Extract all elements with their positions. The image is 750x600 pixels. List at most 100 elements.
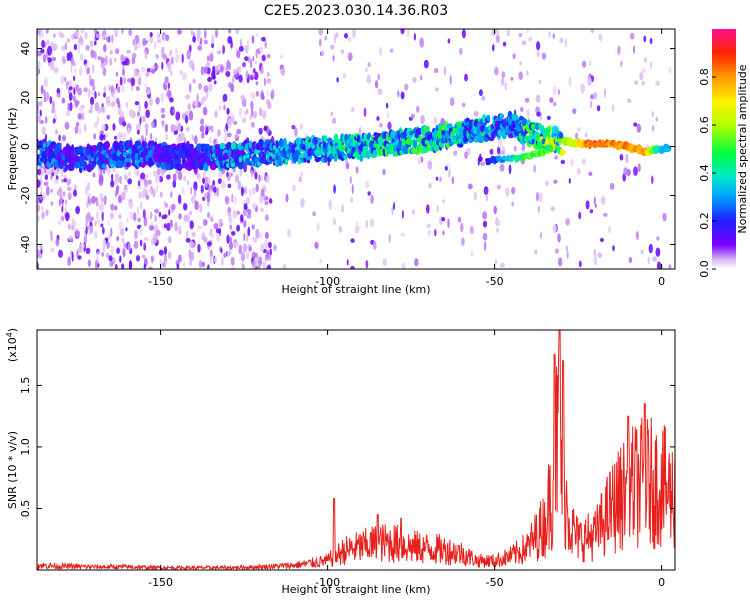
noise-blob (330, 111, 333, 117)
ridge-blob (556, 131, 560, 140)
ridge-blob (261, 151, 266, 157)
noise-blob (235, 29, 240, 35)
noise-blob (590, 100, 593, 109)
noise-blob (504, 82, 507, 91)
noise-blob (267, 241, 272, 249)
noise-blob (137, 217, 142, 223)
noise-blob (364, 67, 368, 73)
noise-blob (141, 254, 146, 259)
noise-blob (470, 251, 473, 257)
noise-blob (143, 242, 147, 251)
noise-blob (67, 102, 71, 112)
noise-blob (136, 129, 140, 135)
noise-blob (72, 75, 76, 82)
noise-blob (287, 228, 292, 238)
noise-blob (633, 166, 638, 176)
noise-blob (50, 188, 53, 193)
ridge-blob (104, 141, 110, 150)
noise-blob (166, 222, 171, 231)
noise-blob (71, 217, 74, 227)
noise-blob (109, 57, 113, 67)
noise-blob (106, 114, 111, 120)
noise-blob (166, 89, 172, 98)
noise-blob (634, 80, 639, 85)
noise-blob (255, 90, 259, 97)
noise-blob (246, 252, 250, 260)
noise-blob (252, 236, 258, 243)
noise-blob (209, 188, 212, 198)
noise-blob (240, 214, 244, 222)
noise-blob (435, 87, 439, 92)
noise-blob (67, 256, 71, 266)
noise-blob (207, 55, 210, 62)
noise-blob (453, 150, 458, 157)
noise-blob (201, 97, 204, 106)
noise-blob (350, 107, 355, 113)
noise-blob (247, 209, 252, 215)
noise-blob (39, 109, 42, 117)
noise-blob (41, 29, 44, 38)
noise-blob (527, 36, 533, 42)
ridge-blob (240, 149, 245, 157)
noise-blob (318, 29, 323, 36)
noise-blob (151, 69, 156, 74)
noise-blob (45, 91, 50, 101)
noise-blob (161, 61, 164, 70)
noise-blob (625, 153, 629, 163)
noise-blob (103, 86, 107, 94)
noise-blob (112, 100, 116, 107)
noise-blob (178, 213, 182, 220)
noise-blob (78, 106, 84, 112)
noise-blob (535, 94, 541, 103)
noise-blob (153, 170, 157, 177)
noise-blob (238, 45, 244, 52)
noise-blob (264, 200, 269, 206)
noise-blob (109, 50, 113, 55)
noise-blob (234, 133, 239, 139)
noise-blob (419, 38, 425, 48)
noise-blob (251, 202, 257, 210)
noise-blob (197, 225, 202, 230)
noise-blob (123, 76, 127, 85)
noise-blob (77, 44, 81, 54)
snr-ticks: -150 -100 -50 0 0.5 1.0 1.5 (19, 330, 675, 589)
noise-blob (593, 196, 596, 205)
noise-blob (238, 107, 242, 118)
noise-blob (251, 251, 257, 259)
noise-blob (231, 77, 235, 84)
noise-blob (144, 123, 149, 129)
noise-blob (85, 226, 88, 235)
noise-blob (207, 212, 211, 219)
snr-ytick-label: 1.0 (19, 438, 32, 456)
noise-blob (154, 175, 160, 184)
noise-blob (67, 192, 72, 201)
noise-blob (53, 67, 59, 74)
noise-blob (420, 75, 423, 81)
noise-blob (411, 209, 416, 215)
noise-blob (211, 42, 215, 49)
noise-blob (428, 182, 432, 189)
noise-blob (441, 217, 446, 222)
noise-blob (393, 202, 396, 211)
noise-blob (205, 62, 211, 68)
noise-blob (213, 74, 216, 80)
noise-blob (43, 89, 46, 98)
ridge-blob (535, 122, 540, 131)
noise-blob (182, 113, 186, 120)
noise-blob (629, 32, 635, 40)
noise-blob (56, 190, 62, 197)
noise-blob (145, 127, 148, 137)
noise-blob (110, 204, 115, 211)
colorbar-ticks: 0.0 0.2 0.4 0.6 0.8 (698, 68, 716, 278)
noise-blob (42, 192, 46, 202)
noise-blob (126, 217, 129, 224)
noise-blob (46, 185, 50, 196)
noise-blob (447, 38, 451, 44)
noise-blob (93, 231, 98, 239)
noise-blob (242, 243, 248, 253)
noise-blob (196, 93, 199, 102)
noise-blob (550, 206, 555, 212)
noise-blob (477, 157, 480, 166)
noise-blob (140, 172, 146, 180)
noise-blob (597, 252, 603, 258)
